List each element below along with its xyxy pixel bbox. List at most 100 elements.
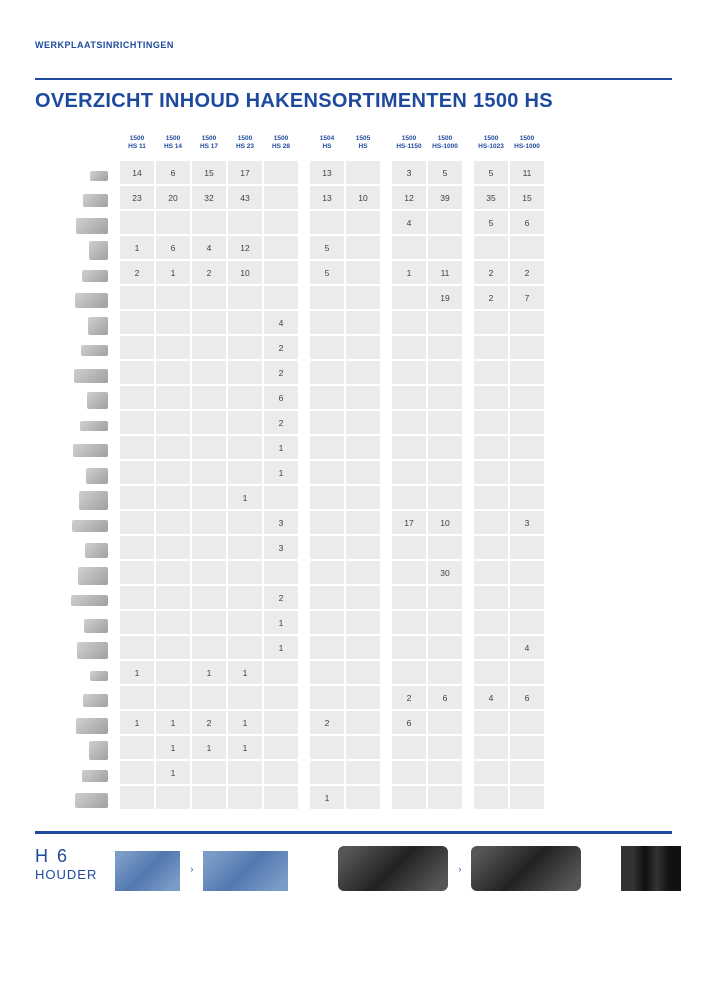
hook-icon: [87, 392, 108, 409]
table-cell: [510, 711, 544, 734]
table-cell: [120, 786, 154, 809]
table-cell: [228, 586, 262, 609]
chevron-icon: ›: [458, 864, 461, 874]
column-header: 1500HS 17: [192, 133, 226, 161]
table-cell: [310, 361, 344, 384]
table-cell: [392, 461, 426, 484]
row-icon: [35, 363, 120, 388]
table-cell: [392, 386, 426, 409]
product-rack: [621, 846, 681, 891]
table-cell: [346, 786, 380, 809]
table-cell: 1: [156, 711, 190, 734]
hook-icon: [79, 491, 108, 510]
table-cell: 10: [428, 511, 462, 534]
table-cell: 5: [310, 261, 344, 284]
table-cell: [310, 561, 344, 584]
table-cell: [510, 311, 544, 334]
table-cell: [192, 686, 226, 709]
table-cell: [428, 386, 462, 409]
table-cell: [192, 636, 226, 659]
table-cell: [310, 436, 344, 459]
table-cell: 4: [474, 686, 508, 709]
table-cell: [156, 311, 190, 334]
table-cell: [346, 611, 380, 634]
hook-icon: [75, 793, 108, 808]
table-cell: [392, 661, 426, 684]
table-cell: [474, 486, 508, 509]
table-cell: [120, 561, 154, 584]
table-column: 1500HS 1462061111: [156, 133, 190, 813]
table-cell: [120, 336, 154, 359]
table-cell: [510, 561, 544, 584]
table-cell: 6: [156, 236, 190, 259]
table-cell: [156, 561, 190, 584]
table-column: 1500HS 1114231211: [120, 133, 154, 813]
table-cell: 5: [310, 236, 344, 259]
table-cell: [474, 611, 508, 634]
table-cell: [120, 536, 154, 559]
column-header: 1500HS 14: [156, 133, 190, 161]
table-cell: [474, 736, 508, 759]
table-cell: 6: [264, 386, 298, 409]
table-cell: [428, 586, 462, 609]
table-cell: [392, 361, 426, 384]
table-cell: [428, 411, 462, 434]
table-cell: 14: [120, 161, 154, 184]
table-cell: [428, 236, 462, 259]
column-header: 1500HS-1000: [428, 133, 462, 161]
table-cell: [310, 586, 344, 609]
row-icon: [35, 238, 120, 263]
row-icon: [35, 263, 120, 288]
hook-icon: [86, 468, 108, 484]
column-header: 1504HS: [310, 133, 344, 161]
row-icon: [35, 313, 120, 338]
column-header: 1500HS-1023: [474, 133, 508, 161]
table-cell: [310, 211, 344, 234]
row-icon: [35, 488, 120, 513]
table-cell: [192, 311, 226, 334]
table-cell: [192, 761, 226, 784]
table-cell: [264, 761, 298, 784]
table-cell: [120, 436, 154, 459]
column-header: 1505HS: [346, 133, 380, 161]
row-icon: [35, 188, 120, 213]
table-cell: [474, 436, 508, 459]
table-cell: [264, 261, 298, 284]
table-cell: 5: [474, 211, 508, 234]
table-cell: [156, 436, 190, 459]
column-header: 1500HS-1150: [392, 133, 426, 161]
table-cell: [474, 711, 508, 734]
table-cell: [510, 486, 544, 509]
table-cell: [310, 311, 344, 334]
table-column: 1505HS10: [346, 133, 380, 813]
product-panel-large: [203, 851, 288, 891]
table-cell: [120, 311, 154, 334]
table-cell: [428, 211, 462, 234]
table-cell: [228, 611, 262, 634]
table-cell: 13: [310, 186, 344, 209]
table-column: 1500HS-10001115627346: [510, 133, 544, 813]
table-cell: [192, 286, 226, 309]
table-cell: 1: [228, 736, 262, 759]
table-cell: [510, 586, 544, 609]
table-cell: 2: [264, 336, 298, 359]
table-cell: [192, 511, 226, 534]
table-cell: 1: [192, 736, 226, 759]
table-cell: [392, 236, 426, 259]
table-cell: [156, 511, 190, 534]
table-cell: 2: [310, 711, 344, 734]
table-cell: [510, 761, 544, 784]
table-column: 1504HS13135521: [310, 133, 344, 813]
table-cell: [346, 261, 380, 284]
table-cell: 6: [428, 686, 462, 709]
table-cell: [392, 311, 426, 334]
column-header: 1500HS-1000: [510, 133, 544, 161]
table-cell: [228, 436, 262, 459]
column-header: 1500HS 28: [264, 133, 298, 161]
column-header: 1500HS 11: [120, 133, 154, 161]
table-column: 1500HS-1000539111910306: [428, 133, 462, 813]
table-cell: [474, 311, 508, 334]
row-icon: [35, 388, 120, 413]
table-cell: 6: [156, 161, 190, 184]
table-cell: [264, 686, 298, 709]
